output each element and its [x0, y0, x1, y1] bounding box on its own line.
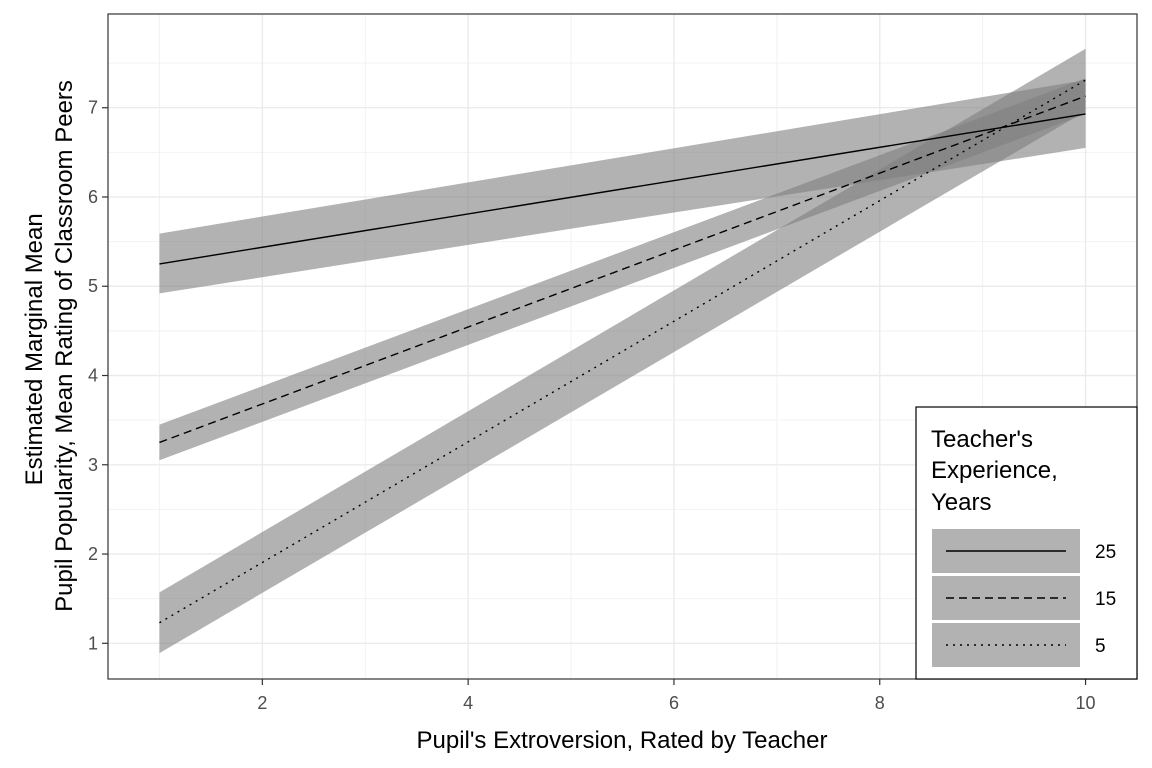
x-axis-title: Pupil's Extroversion, Rated by Teacher [416, 727, 827, 754]
y-tick-label: 7 [88, 98, 98, 118]
y-tick-label: 1 [88, 633, 98, 653]
legend-label-25: 25 [1095, 542, 1116, 563]
ribbon-25 [159, 80, 1086, 294]
y-tick-label: 6 [88, 187, 98, 207]
plot-border [107, 13, 1138, 680]
y-axis-title-line-1: Estimated Marginal Mean [21, 213, 48, 485]
y-axis-title-line-2: Pupil Popularity, Mean Rating of Classro… [51, 80, 78, 612]
y-tick-label: 3 [88, 455, 98, 475]
series-lines [159, 79, 1086, 624]
legend-label-15: 15 [1095, 589, 1116, 610]
legend-title-line-1: Teacher's [931, 426, 1033, 453]
legend-title-line-2: Experience, [931, 457, 1058, 484]
line-15 [159, 95, 1086, 444]
x-tick-label: 4 [463, 693, 473, 713]
legend: Teacher's Experience, Years 25 15 5 [915, 406, 1138, 680]
y-tick-label: 5 [88, 276, 98, 296]
line-25 [159, 113, 1086, 265]
y-tick-label: 2 [88, 544, 98, 564]
y-axis-title: Estimated Marginal Mean Pupil Popularity… [21, 80, 78, 612]
x-tick-label: 8 [875, 693, 885, 713]
x-tick-label: 2 [257, 693, 267, 713]
y-tick-label: 4 [88, 366, 98, 386]
legend-key-5 [932, 623, 1080, 667]
legend-label-5: 5 [1095, 636, 1106, 657]
x-tick-label: 6 [669, 693, 679, 713]
legend-title-line-3: Years [931, 489, 992, 516]
ribbon-5 [159, 48, 1086, 654]
x-axis: 2 4 6 8 10 [257, 679, 1096, 713]
y-axis: 1 2 3 4 5 6 7 [88, 98, 108, 653]
x-tick-label: 10 [1076, 693, 1096, 713]
